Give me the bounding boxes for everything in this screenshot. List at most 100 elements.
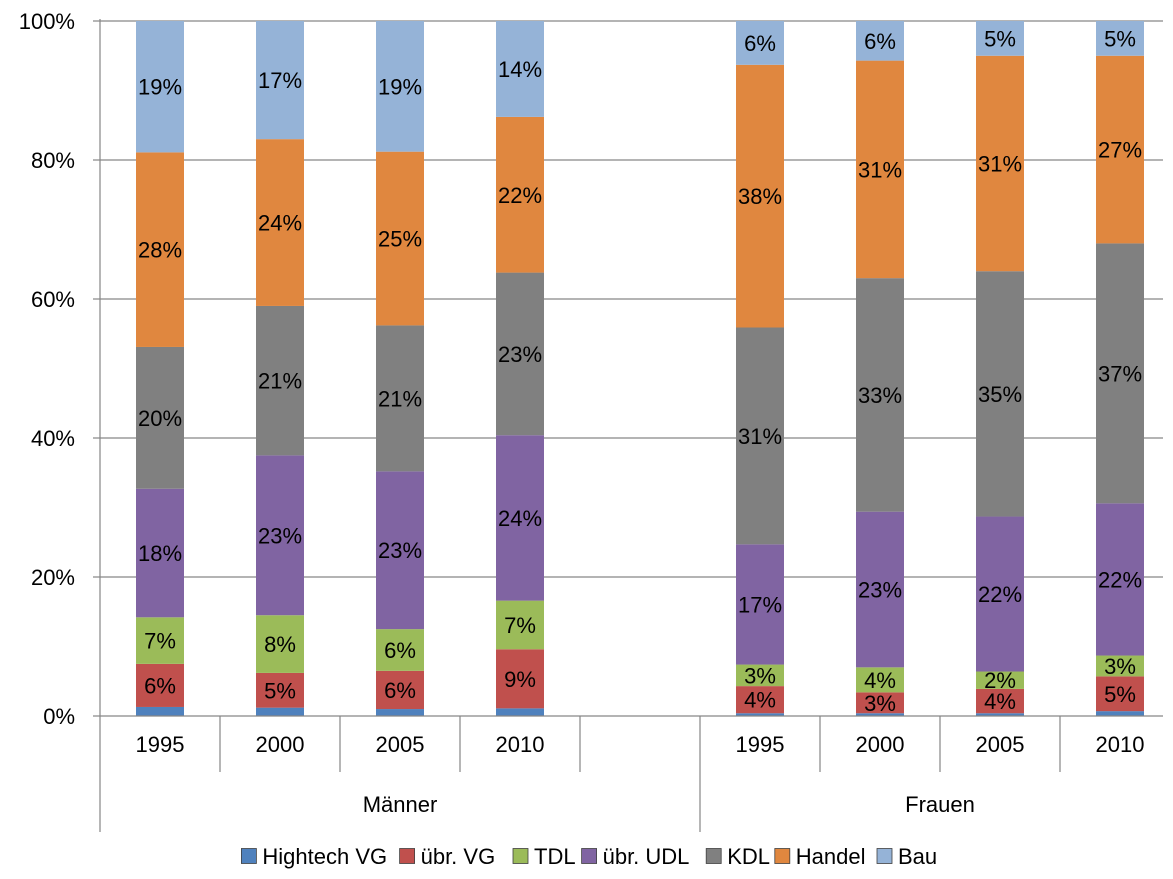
data-label: 5% — [264, 678, 296, 703]
x-category-label: 1995 — [736, 732, 785, 757]
x-category-label: 2000 — [256, 732, 305, 757]
bar-segment — [976, 688, 1024, 714]
data-label: 3% — [1104, 654, 1136, 679]
data-label: 21% — [258, 369, 302, 394]
data-label: 5% — [1104, 26, 1136, 51]
data-label: 20% — [138, 406, 182, 431]
bar-segment — [736, 21, 784, 65]
x-group-label: Männer — [363, 792, 438, 817]
legend-swatch — [512, 848, 529, 864]
bar-segment — [256, 455, 304, 616]
bar-segment — [376, 670, 424, 710]
bar-segment — [496, 435, 544, 601]
data-label: 35% — [978, 382, 1022, 407]
bar-segment — [1096, 711, 1144, 716]
data-label: 18% — [138, 541, 182, 566]
x-category-label: 1995 — [136, 732, 185, 757]
bar-segment — [736, 686, 784, 714]
bar-segment — [136, 21, 184, 153]
bar-segment — [376, 629, 424, 671]
bar-segment — [856, 21, 904, 61]
data-label: 6% — [744, 31, 776, 56]
data-label: 22% — [498, 183, 542, 208]
legend-swatch — [240, 848, 257, 864]
y-tick-label: 20% — [31, 565, 75, 590]
legend-swatch — [705, 848, 722, 864]
legend-label: TDL — [534, 844, 576, 869]
data-label: 37% — [1098, 361, 1142, 386]
data-label: 17% — [258, 68, 302, 93]
x-category-label: 2005 — [376, 732, 425, 757]
bar-segment — [256, 615, 304, 673]
data-label: 31% — [978, 151, 1022, 176]
bar-segment — [256, 672, 304, 708]
bar-segment — [736, 327, 784, 545]
bar-segment — [976, 516, 1024, 672]
data-label: 2% — [984, 668, 1016, 693]
data-label: 3% — [864, 691, 896, 716]
data-label: 4% — [744, 688, 776, 713]
bar-segment — [736, 713, 784, 716]
data-label: 27% — [1098, 138, 1142, 163]
bar-segment — [496, 708, 544, 716]
x-category-label: 2010 — [496, 732, 545, 757]
bar-segment — [736, 64, 784, 328]
x-category-label: 2005 — [976, 732, 1025, 757]
data-label: 6% — [864, 29, 896, 54]
bar-segment — [256, 21, 304, 140]
bar-segment — [976, 671, 1024, 689]
legend-label: übr. UDL — [603, 844, 690, 869]
data-label: 17% — [738, 592, 782, 617]
bar-segment — [1096, 676, 1144, 712]
bar-segment — [136, 346, 184, 489]
y-tick-label: 60% — [31, 287, 75, 312]
bar-segment — [736, 544, 784, 665]
y-tick-label: 40% — [31, 426, 75, 451]
data-label: 24% — [498, 506, 542, 531]
bar-segment — [136, 663, 184, 707]
legend-label: Hightech VG — [262, 844, 387, 869]
bar-segment — [856, 511, 904, 668]
bar-segment — [376, 471, 424, 630]
data-label: 24% — [258, 211, 302, 236]
data-label: 21% — [378, 386, 422, 411]
data-label: 23% — [858, 578, 902, 603]
data-label: 33% — [858, 383, 902, 408]
data-label: 3% — [744, 663, 776, 688]
y-tick-label: 0% — [43, 704, 75, 729]
bar-segment — [1096, 55, 1144, 244]
legend-swatch — [399, 848, 416, 864]
bar-segment — [976, 713, 1024, 716]
data-label: 22% — [978, 582, 1022, 607]
data-label: 38% — [738, 184, 782, 209]
bar-segment — [856, 667, 904, 693]
bar-segment — [376, 151, 424, 326]
bar-segment — [376, 325, 424, 472]
data-label: 28% — [138, 238, 182, 263]
bar-segment — [376, 709, 424, 716]
bar-segment — [136, 488, 184, 618]
legend-swatch — [774, 848, 791, 864]
bar-segment — [376, 21, 424, 152]
bar-segment — [1096, 655, 1144, 677]
bar-segment — [856, 60, 904, 279]
bar-segment — [256, 139, 304, 306]
data-label: 19% — [138, 75, 182, 100]
data-label: 31% — [858, 157, 902, 182]
bar-segment — [496, 21, 544, 117]
bar-segment — [856, 713, 904, 716]
y-tick-label: 100% — [19, 9, 75, 34]
data-label: 8% — [264, 632, 296, 657]
x-category-label: 2000 — [856, 732, 905, 757]
bar-segment — [136, 617, 184, 664]
data-label: 19% — [378, 74, 422, 99]
bar-segment — [496, 649, 544, 709]
bar-segment — [976, 55, 1024, 272]
data-label: 23% — [378, 538, 422, 563]
legend-label: Bau — [898, 844, 937, 869]
data-label: 23% — [258, 523, 302, 548]
bar-segment — [976, 21, 1024, 56]
bar-segment — [976, 271, 1024, 517]
bar-segment — [496, 600, 544, 650]
